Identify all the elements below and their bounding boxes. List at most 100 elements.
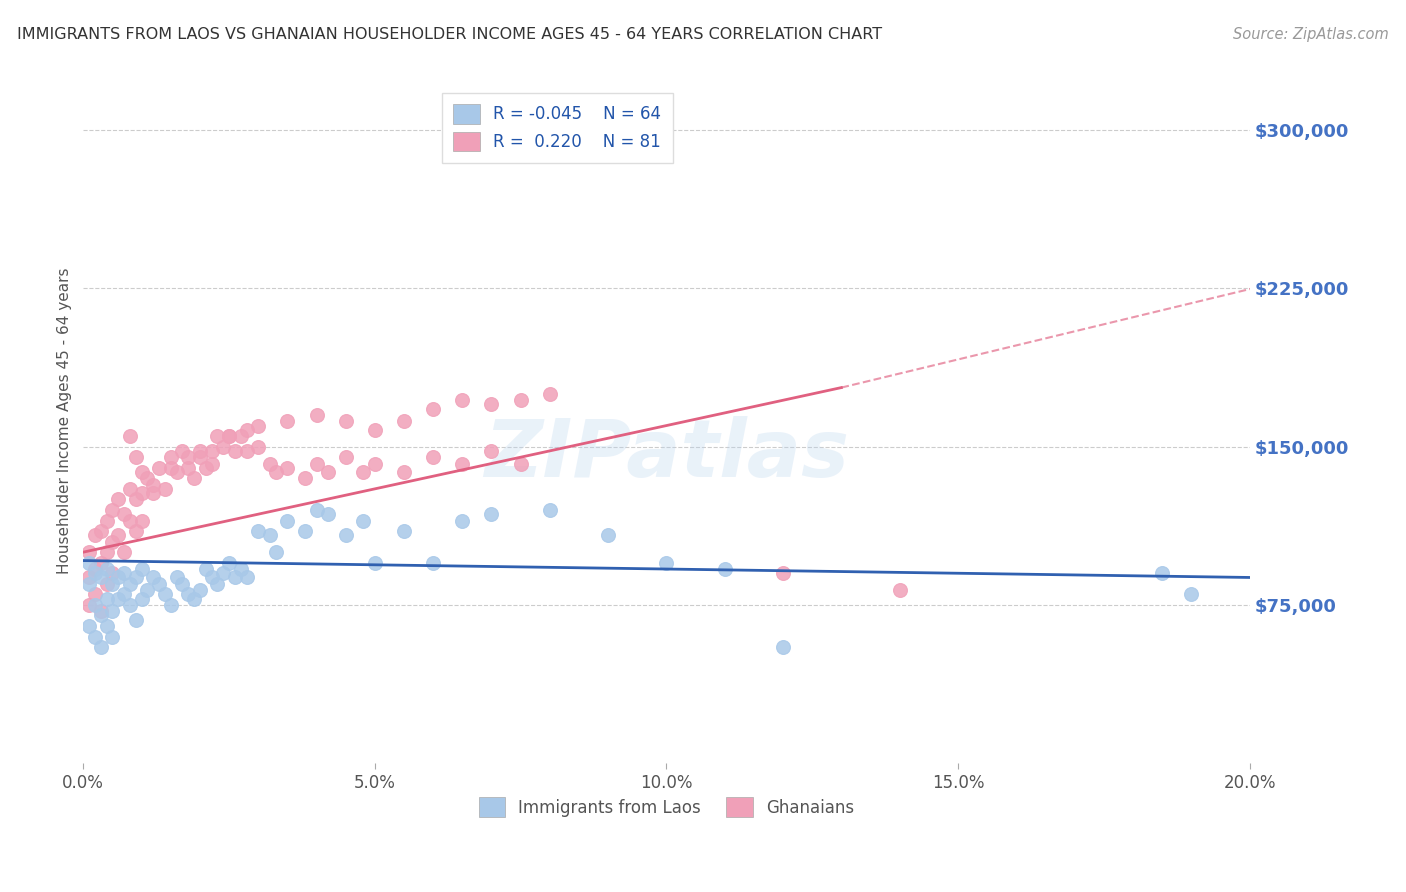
Point xyxy=(772,566,794,581)
Point xyxy=(218,429,240,443)
Point xyxy=(112,507,135,521)
Point xyxy=(335,450,357,465)
Point xyxy=(118,598,141,612)
Point xyxy=(131,465,153,479)
Point xyxy=(422,450,444,465)
Point xyxy=(422,556,444,570)
Point xyxy=(235,423,257,437)
Point xyxy=(772,640,794,654)
Point xyxy=(148,460,170,475)
Point xyxy=(183,591,205,606)
Point xyxy=(142,477,165,491)
Point xyxy=(101,630,124,644)
Point xyxy=(352,514,374,528)
Point xyxy=(101,576,124,591)
Point xyxy=(1180,587,1202,601)
Point xyxy=(200,443,222,458)
Point xyxy=(481,443,503,458)
Point xyxy=(392,524,415,538)
Point xyxy=(538,503,561,517)
Point xyxy=(77,619,100,633)
Point xyxy=(229,562,252,576)
Point xyxy=(316,465,339,479)
Point xyxy=(125,450,148,465)
Point xyxy=(212,440,235,454)
Point xyxy=(364,556,387,570)
Legend: Immigrants from Laos, Ghanaians: Immigrants from Laos, Ghanaians xyxy=(472,791,860,823)
Point xyxy=(247,418,270,433)
Point xyxy=(224,443,246,458)
Point xyxy=(96,619,118,633)
Point xyxy=(131,486,153,500)
Point xyxy=(229,429,252,443)
Point xyxy=(153,587,176,601)
Point xyxy=(159,460,181,475)
Point xyxy=(112,587,135,601)
Point xyxy=(96,591,118,606)
Point xyxy=(159,450,181,465)
Point xyxy=(148,576,170,591)
Point xyxy=(112,545,135,559)
Point xyxy=(107,528,129,542)
Point xyxy=(125,613,148,627)
Point xyxy=(392,414,415,428)
Text: ZIPatlas: ZIPatlas xyxy=(484,416,849,493)
Point xyxy=(90,608,112,623)
Point xyxy=(305,457,328,471)
Point xyxy=(118,429,141,443)
Point xyxy=(235,443,257,458)
Point xyxy=(276,414,298,428)
Point xyxy=(207,429,229,443)
Point xyxy=(96,576,118,591)
Point xyxy=(77,598,100,612)
Point xyxy=(101,604,124,618)
Point xyxy=(142,570,165,584)
Point xyxy=(451,514,474,528)
Text: Source: ZipAtlas.com: Source: ZipAtlas.com xyxy=(1233,27,1389,42)
Point xyxy=(335,528,357,542)
Point xyxy=(90,570,112,584)
Point xyxy=(188,583,211,598)
Point xyxy=(84,630,107,644)
Point xyxy=(177,450,200,465)
Point xyxy=(101,503,124,517)
Point xyxy=(118,482,141,496)
Point xyxy=(172,443,194,458)
Point xyxy=(218,429,240,443)
Point xyxy=(136,583,159,598)
Point xyxy=(276,460,298,475)
Point xyxy=(538,387,561,401)
Point xyxy=(101,566,124,581)
Point xyxy=(84,587,107,601)
Point xyxy=(84,566,107,581)
Point xyxy=(166,465,188,479)
Point xyxy=(259,457,281,471)
Point xyxy=(125,492,148,507)
Point xyxy=(294,471,316,485)
Point xyxy=(264,545,287,559)
Point xyxy=(172,576,194,591)
Point xyxy=(107,492,129,507)
Point xyxy=(125,524,148,538)
Point xyxy=(77,570,100,584)
Y-axis label: Householder Income Ages 45 - 64 years: Householder Income Ages 45 - 64 years xyxy=(58,267,72,574)
Point xyxy=(305,503,328,517)
Point xyxy=(451,393,474,408)
Point xyxy=(107,591,129,606)
Point xyxy=(188,443,211,458)
Point xyxy=(294,524,316,538)
Point xyxy=(84,528,107,542)
Point xyxy=(77,556,100,570)
Point xyxy=(118,514,141,528)
Point xyxy=(364,423,387,437)
Point xyxy=(142,486,165,500)
Point xyxy=(84,598,107,612)
Text: IMMIGRANTS FROM LAOS VS GHANAIAN HOUSEHOLDER INCOME AGES 45 - 64 YEARS CORRELATI: IMMIGRANTS FROM LAOS VS GHANAIAN HOUSEHO… xyxy=(17,27,882,42)
Point xyxy=(316,507,339,521)
Point xyxy=(352,465,374,479)
Point xyxy=(166,570,188,584)
Point xyxy=(96,545,118,559)
Point xyxy=(136,471,159,485)
Point xyxy=(218,556,240,570)
Point xyxy=(224,570,246,584)
